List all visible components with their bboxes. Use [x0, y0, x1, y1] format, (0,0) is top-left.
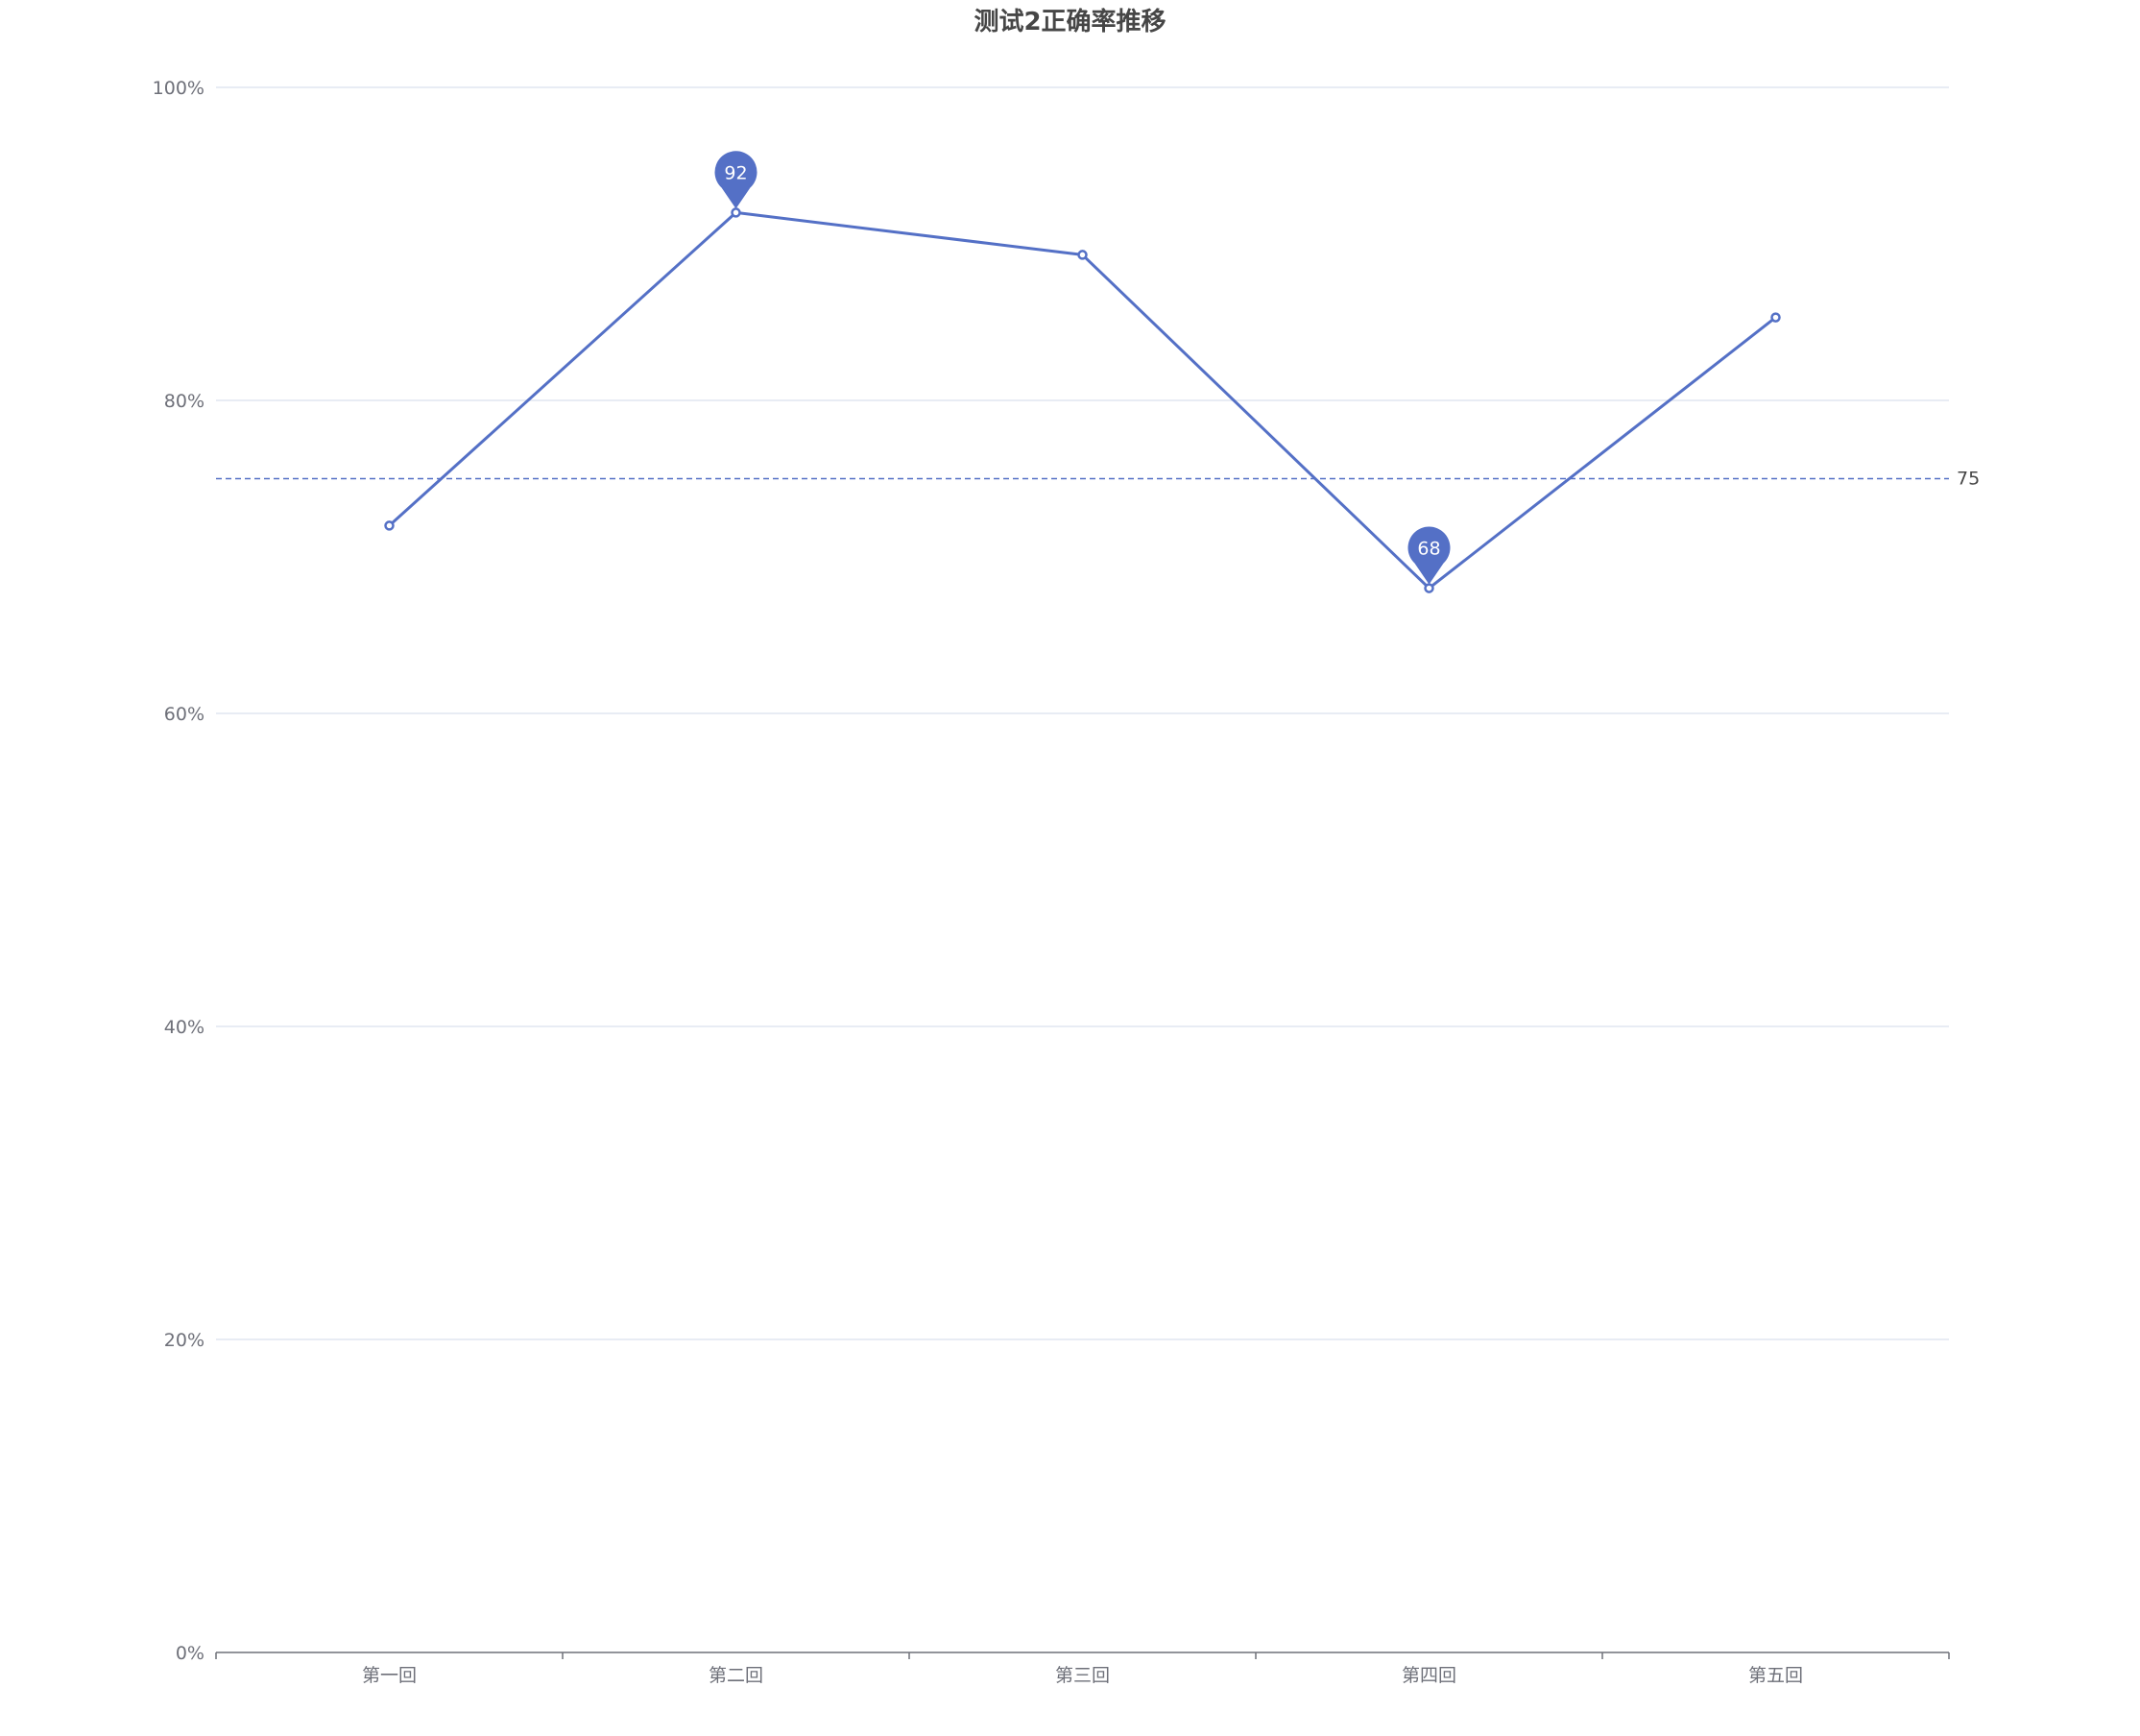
mark-point-layer: 92 68 [714, 151, 1451, 585]
x-tick-label: 第五回 [1748, 1665, 1803, 1686]
data-point[interactable] [731, 207, 741, 218]
y-tick-label: 80% [164, 391, 204, 412]
y-tick-label: 100% [153, 78, 204, 99]
mark-line-label: 75 [1957, 469, 1980, 490]
data-point[interactable] [1770, 312, 1781, 323]
data-point[interactable] [1424, 583, 1434, 593]
y-tick-label: 60% [164, 704, 204, 725]
grid-layer [216, 86, 1949, 1340]
data-point[interactable] [1077, 250, 1088, 260]
min-mark-point: 68 [1407, 526, 1451, 585]
chart-title: 测试2正确率推移 [974, 8, 1166, 36]
pin-marker [1407, 526, 1451, 585]
max-mark-point: 92 [714, 151, 757, 209]
x-tick-label: 第四回 [1402, 1665, 1456, 1686]
pin-marker [714, 151, 757, 209]
mark-point-label: 68 [1417, 539, 1440, 560]
mark-line-layer: 75 [216, 469, 1980, 490]
mark-point-label: 92 [724, 162, 747, 183]
y-tick-label: 40% [164, 1017, 204, 1038]
y-tick-label: 20% [164, 1330, 204, 1351]
x-tick-label: 第三回 [1055, 1665, 1110, 1686]
series-layer [384, 207, 1781, 593]
x-tick-label: 第二回 [709, 1665, 763, 1686]
y-tick-label: 0% [176, 1643, 204, 1664]
x-tick-label: 第一回 [362, 1665, 417, 1686]
data-point[interactable] [384, 520, 395, 531]
axis-layer: 0% 20% 40% 60% 80% 100% 第一回 第二回 第三回 第四回 第五回 [153, 78, 1950, 1686]
